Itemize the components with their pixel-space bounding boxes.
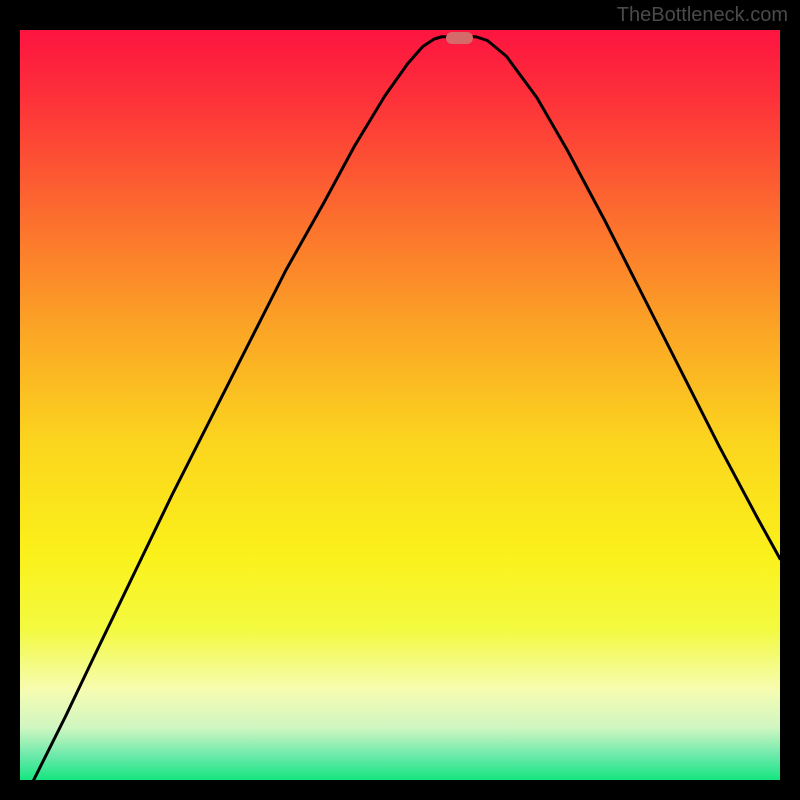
- chart-curve-svg: [20, 30, 780, 780]
- optimal-point-marker: [446, 32, 473, 44]
- chart-plot-area: [20, 30, 780, 780]
- bottleneck-curve: [34, 37, 780, 780]
- watermark-text: TheBottleneck.com: [617, 4, 788, 27]
